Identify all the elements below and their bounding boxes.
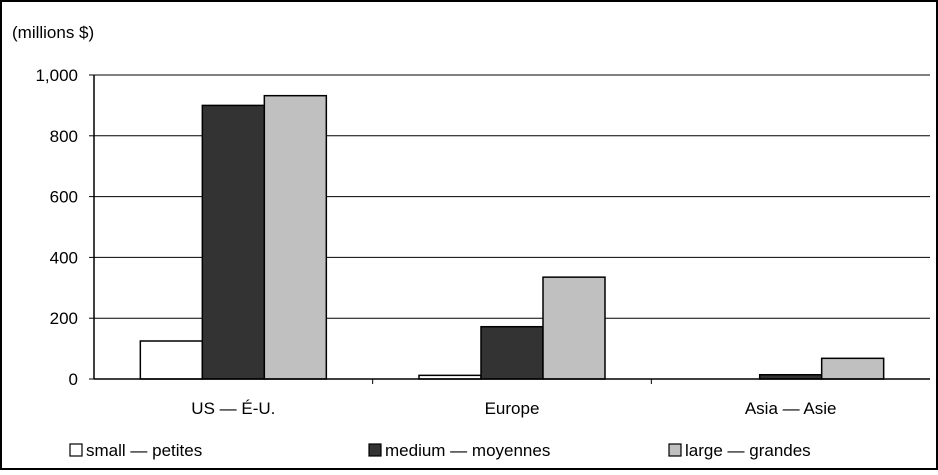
bar <box>139 340 204 380</box>
y-tick-label: 200 <box>50 309 78 328</box>
bar <box>480 325 544 380</box>
bar <box>820 357 885 380</box>
legend-label: small — petites <box>86 441 202 460</box>
y-tick-label: 400 <box>50 248 78 267</box>
y-tick-label: 800 <box>50 127 78 146</box>
legend-label: medium — moyennes <box>385 441 550 460</box>
legend-swatch <box>668 443 682 457</box>
bar <box>201 104 266 380</box>
y-tick-label: 600 <box>50 188 78 207</box>
legend-label: large — grandes <box>685 441 811 460</box>
y-tick-label: 0 <box>69 370 78 389</box>
legend-swatch <box>368 443 382 457</box>
x-tick-label: Asia — Asie <box>745 399 837 418</box>
unit-label: (millions $) <box>12 23 94 42</box>
x-tick-label: US — É-U. <box>191 399 275 418</box>
legend-swatch <box>69 443 83 457</box>
x-tick-label: Europe <box>485 399 540 418</box>
bar <box>542 276 606 380</box>
bar <box>263 94 328 380</box>
y-tick-label: 1,000 <box>35 66 78 85</box>
